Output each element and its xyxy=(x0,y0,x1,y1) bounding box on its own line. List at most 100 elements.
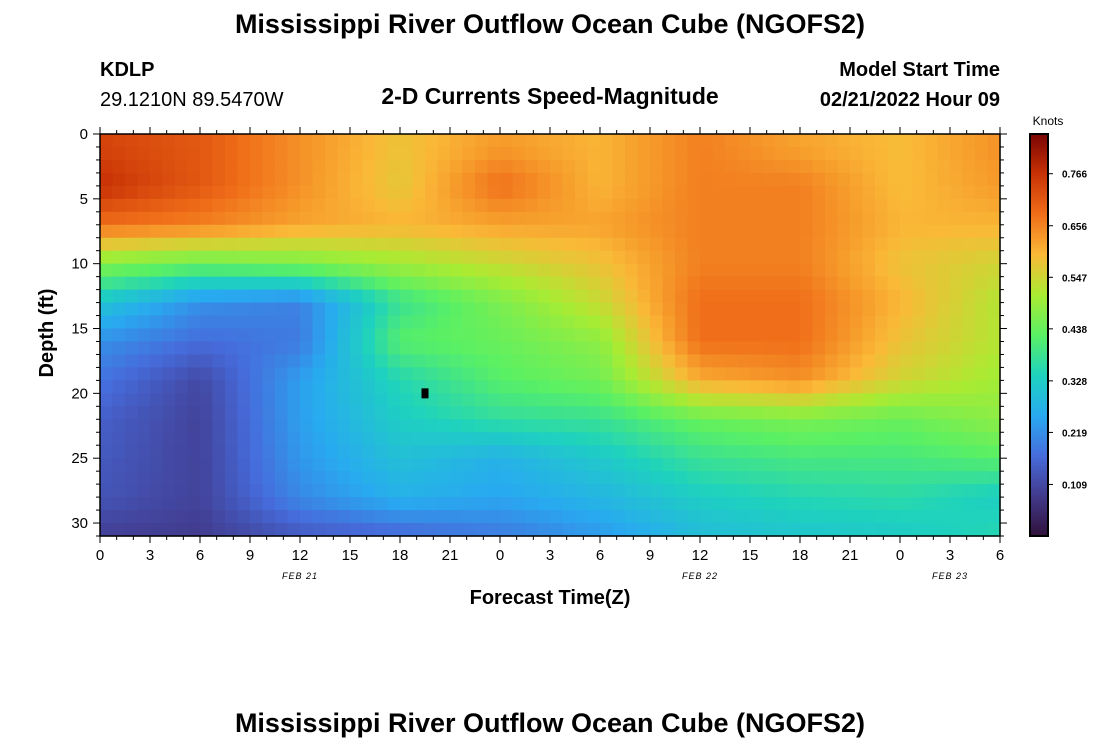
heatmap-cell xyxy=(700,328,714,343)
heatmap-cell xyxy=(137,172,151,187)
heatmap-cell xyxy=(675,510,689,524)
heatmap-cell xyxy=(850,419,864,433)
heatmap-cell xyxy=(262,406,276,420)
heatmap-cell xyxy=(925,523,939,537)
heatmap-cell xyxy=(825,315,839,330)
heatmap-cell xyxy=(150,419,164,433)
heatmap-cell xyxy=(987,432,1001,446)
heatmap-cell xyxy=(675,159,689,174)
heatmap-cell xyxy=(925,302,939,317)
heatmap-cell xyxy=(112,523,126,537)
heatmap-cell xyxy=(637,393,651,407)
heatmap-cell xyxy=(962,172,976,187)
heatmap-cell xyxy=(375,497,389,511)
heatmap-cell xyxy=(700,315,714,330)
heatmap-cell xyxy=(762,523,776,537)
heatmap-cell xyxy=(262,419,276,433)
heatmap-cell xyxy=(200,276,214,291)
heatmap-cell xyxy=(862,276,876,291)
heatmap-cell xyxy=(675,419,689,433)
heatmap-cell xyxy=(125,432,139,446)
heatmap-cell xyxy=(812,159,826,174)
heatmap-cell xyxy=(675,458,689,472)
heatmap-cell xyxy=(700,419,714,433)
heatmap-cell xyxy=(187,354,201,369)
heatmap-cell xyxy=(175,419,189,433)
heatmap-cell xyxy=(700,393,714,407)
heatmap-cell xyxy=(887,185,901,200)
heatmap-cell xyxy=(475,523,489,537)
heatmap-cell xyxy=(525,367,539,381)
heatmap-cell xyxy=(825,406,839,420)
heatmap-cell xyxy=(112,471,126,485)
heatmap-cell xyxy=(125,263,139,278)
heatmap-cell xyxy=(275,276,289,291)
heatmap-cell xyxy=(450,354,464,369)
heatmap-cell xyxy=(525,315,539,330)
heatmap-cell xyxy=(437,172,451,187)
heatmap-cell xyxy=(937,146,951,161)
heatmap-cell xyxy=(675,367,689,381)
heatmap-cell xyxy=(812,367,826,381)
heatmap-cell xyxy=(912,146,926,161)
heatmap-cell xyxy=(387,146,401,161)
heatmap-cell xyxy=(687,198,701,213)
heatmap-cell xyxy=(525,432,539,446)
heatmap-cell xyxy=(425,289,439,304)
heatmap-cell xyxy=(675,185,689,200)
heatmap-cell xyxy=(462,263,476,278)
heatmap-cell xyxy=(650,250,664,265)
heatmap-cell xyxy=(812,458,826,472)
colorbar: Knots 0.1090.2190.3280.4380.5470.6560.76… xyxy=(1029,114,1087,537)
heatmap-cell xyxy=(125,354,139,369)
heatmap-cell xyxy=(300,185,314,200)
heatmap-cell xyxy=(887,224,901,239)
heatmap-cell xyxy=(812,134,826,148)
heatmap-cell xyxy=(487,523,501,537)
heatmap-cell xyxy=(837,224,851,239)
heatmap-cell xyxy=(662,380,676,394)
colorbar-tick-label: 0.328 xyxy=(1062,377,1087,388)
heatmap-cell xyxy=(550,432,564,446)
heatmap-cell xyxy=(737,419,751,433)
heatmap-cell xyxy=(475,367,489,381)
heatmap-cell xyxy=(800,445,814,459)
heatmap-cell xyxy=(125,328,139,343)
heatmap-cell xyxy=(412,134,426,148)
heatmap-cell xyxy=(162,185,176,200)
heatmap-cell xyxy=(400,159,414,174)
heatmap-cell xyxy=(400,445,414,459)
heatmap-cell xyxy=(887,302,901,317)
heatmap-cell xyxy=(825,289,839,304)
heatmap-cell xyxy=(237,328,251,343)
heatmap-cell xyxy=(287,172,301,187)
heatmap-cell xyxy=(100,393,114,407)
heatmap-cell xyxy=(300,224,314,239)
heatmap-cell xyxy=(200,250,214,265)
heatmap-cell xyxy=(750,198,764,213)
heatmap-cell xyxy=(712,263,726,278)
heatmap-cell xyxy=(475,237,489,252)
heatmap-cell xyxy=(187,289,201,304)
heatmap-cell xyxy=(650,406,664,420)
heatmap-cell xyxy=(675,432,689,446)
heatmap-cell xyxy=(800,159,814,174)
heatmap-cell xyxy=(787,341,801,356)
heatmap-cell xyxy=(325,276,339,291)
heatmap-cell xyxy=(812,445,826,459)
heatmap-cell xyxy=(200,289,214,304)
heatmap-cell xyxy=(275,497,289,511)
heatmap-cell xyxy=(350,185,364,200)
heatmap-cell xyxy=(525,510,539,524)
heatmap-cell xyxy=(175,393,189,407)
heatmap-cell xyxy=(450,185,464,200)
heatmap-cell xyxy=(837,315,851,330)
heatmap-cell xyxy=(612,211,626,226)
heatmap-cell xyxy=(687,341,701,356)
heatmap-cell xyxy=(487,458,501,472)
heatmap-cell xyxy=(637,146,651,161)
heatmap-cell xyxy=(537,263,551,278)
heatmap-cell xyxy=(262,471,276,485)
heatmap-cell xyxy=(925,198,939,213)
heatmap-cell xyxy=(137,367,151,381)
